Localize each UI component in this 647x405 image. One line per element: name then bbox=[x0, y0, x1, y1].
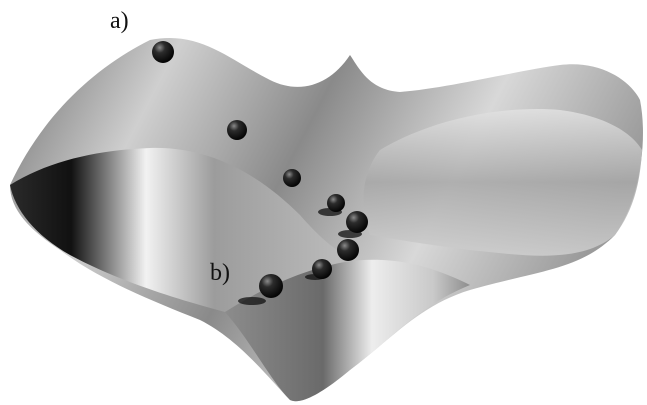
label-b: b) bbox=[210, 260, 230, 286]
label-a: a) bbox=[110, 8, 129, 34]
page: a) b) (() => { const data = JSON.parse(d… bbox=[0, 0, 647, 405]
surface-figure: a) b) bbox=[0, 0, 647, 405]
